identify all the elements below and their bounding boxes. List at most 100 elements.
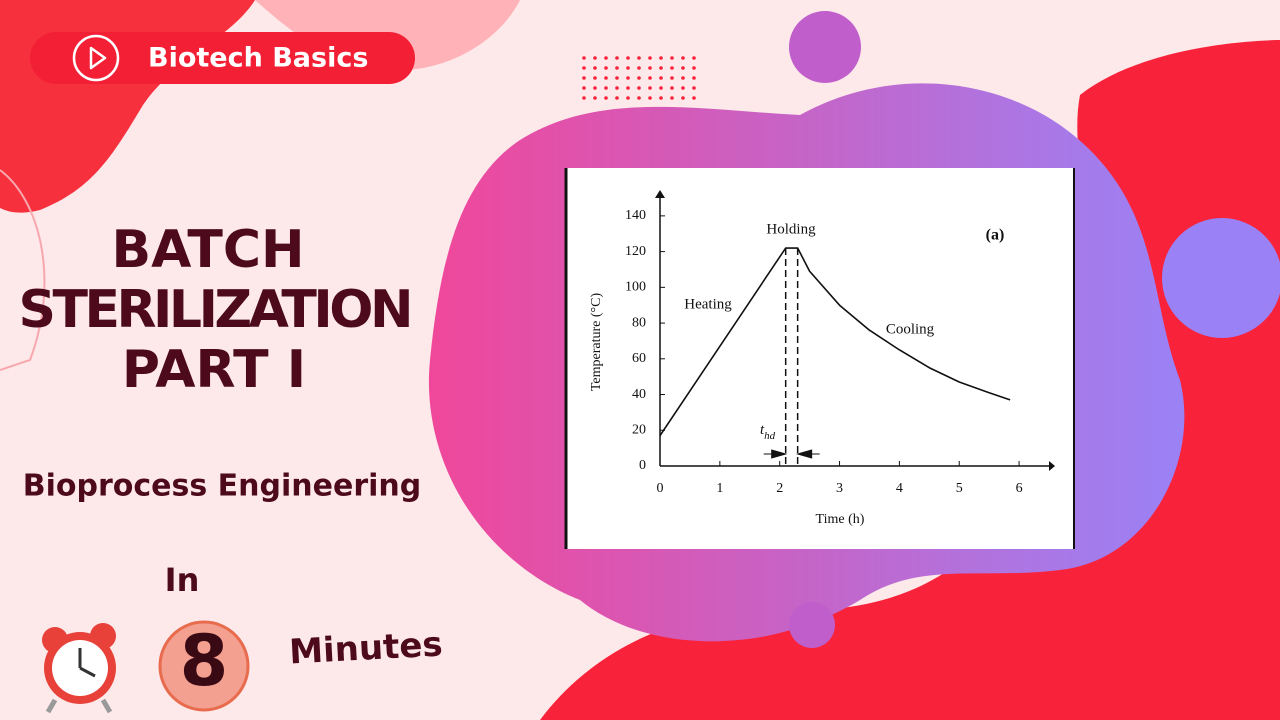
dot <box>604 66 608 70</box>
x-tick-label: 1 <box>716 481 723 496</box>
dot <box>670 76 674 80</box>
dot <box>659 66 663 70</box>
dot <box>659 56 663 60</box>
annotation: Cooling <box>886 321 935 337</box>
dot <box>648 56 652 60</box>
holding-arrow <box>795 449 820 459</box>
dot <box>681 66 685 70</box>
dot <box>615 66 619 70</box>
dot <box>648 86 652 90</box>
dot <box>637 96 641 100</box>
badge[interactable] <box>30 32 415 84</box>
dot <box>593 96 597 100</box>
y-tick-label: 60 <box>632 351 646 366</box>
dot <box>604 56 608 60</box>
panel-label: (a) <box>986 227 1005 244</box>
x-tick-label: 0 <box>657 481 664 496</box>
y-tick-label: 0 <box>639 458 646 473</box>
y-tick-label: 20 <box>632 422 646 437</box>
x-tick-label: 5 <box>956 481 963 496</box>
in-text: In <box>165 561 200 599</box>
dot <box>615 56 619 60</box>
alarm-clock-icon <box>42 623 116 714</box>
holding-arrow <box>763 449 788 459</box>
dot <box>582 76 586 80</box>
chart-panel <box>565 168 1075 549</box>
title-line: STERILIZATION <box>19 280 414 340</box>
annotation: thd <box>760 422 776 441</box>
y-tick-label: 100 <box>625 280 646 295</box>
dot <box>648 76 652 80</box>
play-icon <box>72 34 120 82</box>
dot <box>582 66 586 70</box>
dot <box>692 96 696 100</box>
dot <box>681 96 685 100</box>
minutes-text: Minutes <box>288 625 443 673</box>
dot <box>659 86 663 90</box>
dot <box>692 66 696 70</box>
y-tick-label: 40 <box>632 387 646 402</box>
x-tick-label: 6 <box>1016 481 1023 496</box>
dot <box>604 86 608 90</box>
dot <box>626 76 630 80</box>
dot <box>626 96 630 100</box>
dot <box>681 56 685 60</box>
title-line: BATCH <box>112 220 305 280</box>
dot-grid <box>582 56 696 100</box>
subtitle: Bioprocess Engineering <box>23 469 422 504</box>
play-icon <box>89 46 107 70</box>
y-tick-label: 120 <box>625 244 646 259</box>
dot <box>615 76 619 80</box>
number-badge <box>158 620 250 712</box>
dot <box>582 96 586 100</box>
x-axis-arrow <box>1049 461 1055 471</box>
y-axis-arrow <box>655 190 665 198</box>
dot <box>659 76 663 80</box>
x-tick-label: 3 <box>836 481 843 496</box>
x-tick-label: 2 <box>776 481 783 496</box>
dot <box>692 56 696 60</box>
dot <box>593 66 597 70</box>
circle <box>789 602 835 648</box>
dot <box>582 56 586 60</box>
badge-text: Biotech Basics <box>148 43 368 74</box>
annotation: hd <box>764 430 776 442</box>
circle <box>789 11 861 83</box>
dot <box>681 76 685 80</box>
dot <box>615 96 619 100</box>
dot <box>626 66 630 70</box>
dot <box>626 56 630 60</box>
dot <box>648 96 652 100</box>
dot <box>670 86 674 90</box>
dot <box>637 86 641 90</box>
dot <box>692 76 696 80</box>
dot <box>593 76 597 80</box>
y-tick-label: 140 <box>625 208 646 223</box>
arc <box>0 169 46 371</box>
dot <box>604 76 608 80</box>
dot <box>637 66 641 70</box>
dot <box>637 56 641 60</box>
dot <box>692 86 696 90</box>
dot <box>615 86 619 90</box>
dot <box>604 96 608 100</box>
blob <box>0 0 255 213</box>
circle <box>1162 218 1280 338</box>
dot <box>681 86 685 90</box>
y-axis-label: Temperature (°C) <box>589 293 604 392</box>
y-tick-label: 80 <box>632 315 646 330</box>
dot <box>659 96 663 100</box>
annotation: t <box>760 422 765 438</box>
dot <box>670 66 674 70</box>
dot <box>670 56 674 60</box>
data-line <box>659 247 1011 437</box>
dot <box>626 86 630 90</box>
number: 8 <box>180 620 229 702</box>
dot <box>593 86 597 90</box>
dot <box>648 66 652 70</box>
annotation: Heating <box>684 296 732 312</box>
annotation: Holding <box>766 221 816 237</box>
dot <box>670 96 674 100</box>
x-axis-label: Time (h) <box>816 512 865 527</box>
